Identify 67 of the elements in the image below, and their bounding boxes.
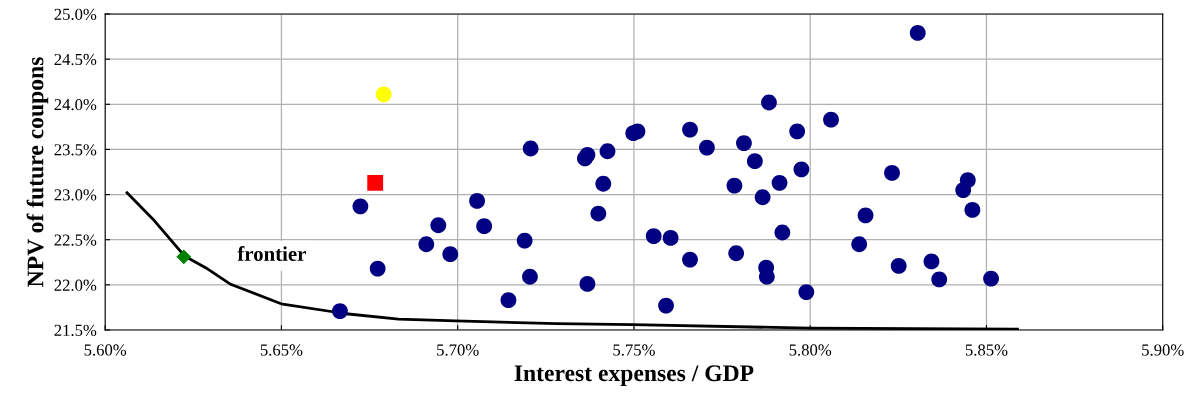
point (476, 218, 493, 235)
point (890, 257, 907, 274)
point (851, 236, 868, 253)
point (629, 123, 646, 140)
point (746, 153, 763, 170)
y-tick-label: 21.5% (54, 324, 97, 337)
x-tick-label: 5.85% (965, 344, 1008, 356)
y-tick-label: 25.0% (54, 8, 97, 21)
point (375, 86, 392, 103)
y-tick-label: 24.0% (54, 98, 97, 111)
point (728, 245, 745, 262)
x-tick-label: 5.80% (789, 344, 832, 356)
point (369, 260, 386, 277)
point (909, 25, 926, 41)
point (367, 174, 384, 191)
point (726, 177, 743, 194)
x-tick-label: 5.65% (260, 344, 303, 356)
point (682, 251, 698, 268)
x-tick-label: 5.70% (437, 344, 479, 356)
y-tick-label: 24.5% (54, 53, 97, 66)
y-axis-title: NPV of future coupons (26, 57, 49, 287)
x-tick-label: 5.75% (613, 344, 655, 356)
point (754, 189, 771, 206)
point (590, 205, 607, 222)
point (931, 271, 948, 288)
x-tick-label: 5.60% (84, 344, 127, 356)
point (658, 297, 674, 314)
point (736, 135, 752, 152)
point (579, 146, 596, 163)
x-axis-title: Interest expenses / GDP (514, 365, 754, 386)
point (923, 253, 940, 270)
point (857, 207, 874, 224)
point (983, 270, 999, 287)
annotation: frontier (237, 246, 306, 261)
point (662, 230, 679, 246)
y-tick-label: 23.5% (54, 144, 97, 156)
point (599, 143, 616, 160)
point (771, 174, 788, 191)
point (761, 94, 777, 111)
point (522, 140, 539, 157)
point (500, 292, 517, 309)
point (682, 121, 698, 138)
point (430, 217, 447, 234)
y-tick-label: 22.0% (54, 279, 97, 291)
y-tick-label: 22.5% (54, 234, 97, 246)
point (469, 192, 485, 209)
point (352, 198, 369, 215)
point (418, 236, 435, 253)
point (884, 165, 900, 181)
point (522, 268, 538, 285)
point (176, 249, 192, 265)
point (964, 202, 981, 218)
point (774, 224, 791, 241)
point (798, 284, 815, 300)
point (955, 182, 972, 198)
point (516, 232, 533, 249)
point (595, 175, 612, 192)
point (823, 111, 839, 128)
y-tick-label: 23.0% (54, 189, 97, 201)
point (699, 139, 715, 156)
point (645, 228, 662, 245)
point (332, 303, 348, 319)
x-tick-label: 5.90% (1142, 344, 1184, 356)
point (789, 123, 806, 140)
point (442, 246, 459, 263)
point (579, 276, 596, 292)
point (793, 161, 810, 178)
